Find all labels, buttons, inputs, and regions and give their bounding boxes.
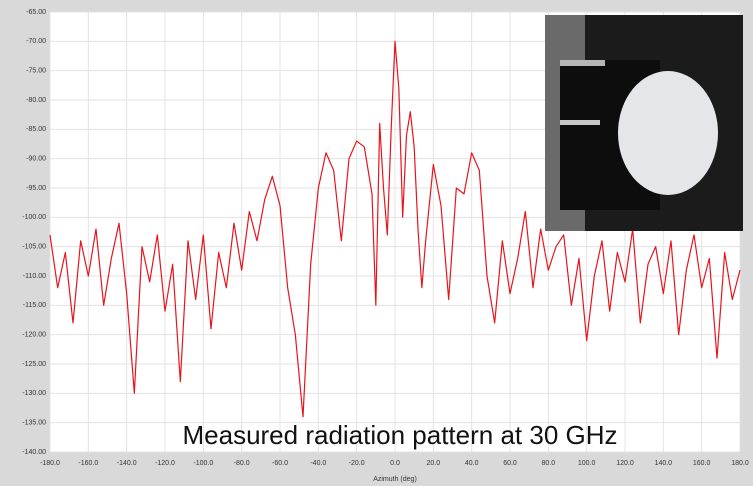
- x-tick-label: -160.0: [78, 460, 98, 467]
- y-tick-label: -100.00: [22, 214, 46, 221]
- y-tick-label: -135.00: [22, 420, 46, 427]
- y-tick-label: -70.00: [26, 38, 46, 45]
- x-tick-label: -120.0: [155, 460, 175, 467]
- y-tick-label: -110.00: [23, 273, 46, 280]
- inset-photo: [545, 15, 743, 231]
- x-tick-label: 180.0: [731, 460, 749, 467]
- y-tick-label: -105.00: [22, 244, 46, 251]
- x-tick-label: 60.0: [503, 460, 517, 467]
- y-tick-label: -115.00: [23, 302, 46, 309]
- x-tick-label: -40.0: [310, 460, 326, 467]
- x-tick-label: 140.0: [655, 460, 673, 467]
- x-tick-label: 40.0: [465, 460, 479, 467]
- y-tick-label: -140.00: [22, 449, 46, 456]
- annotation: Measured radiation pattern at 30 GHz: [182, 420, 617, 450]
- plot: [49, 40, 741, 418]
- x-tick-label: 20.0: [427, 460, 441, 467]
- x-tick-label: 160.0: [693, 460, 711, 467]
- x-axis-label: Azimuth (deg): [373, 476, 417, 483]
- x-tick-label: -20.0: [349, 460, 365, 467]
- y-tick-label: -85.00: [26, 126, 46, 133]
- x-tick-label: 120.0: [616, 460, 634, 467]
- x-tick-label: -100.0: [193, 460, 213, 467]
- y-tick-label: -125.00: [22, 361, 46, 368]
- x-tick-label: -180.0: [40, 460, 60, 467]
- x-tick-label: 100.0: [578, 460, 596, 467]
- y-tick-label: -90.00: [26, 156, 46, 163]
- x-tick-label: -80.0: [234, 460, 250, 467]
- y-tick-label: -80.00: [26, 97, 46, 104]
- x-tick-label: 0.0: [390, 460, 400, 467]
- x-tick-label: -60.0: [272, 460, 288, 467]
- y-tick-label: -120.00: [22, 332, 46, 339]
- ticks: -65.00 -70.00 -75.00 -80.00 -85.00 -90.00 -95.…: [22, 9, 749, 467]
- y-tick-label: -130.00: [22, 390, 46, 397]
- y-tick-label: -65.00: [26, 9, 46, 16]
- y-tick-label: -75.00: [26, 68, 46, 75]
- y-tick-label: -95.00: [26, 185, 46, 192]
- x-tick-label: 80.0: [542, 460, 556, 467]
- pattern-line: [49, 40, 741, 418]
- x-tick-label: -140.0: [117, 460, 137, 467]
